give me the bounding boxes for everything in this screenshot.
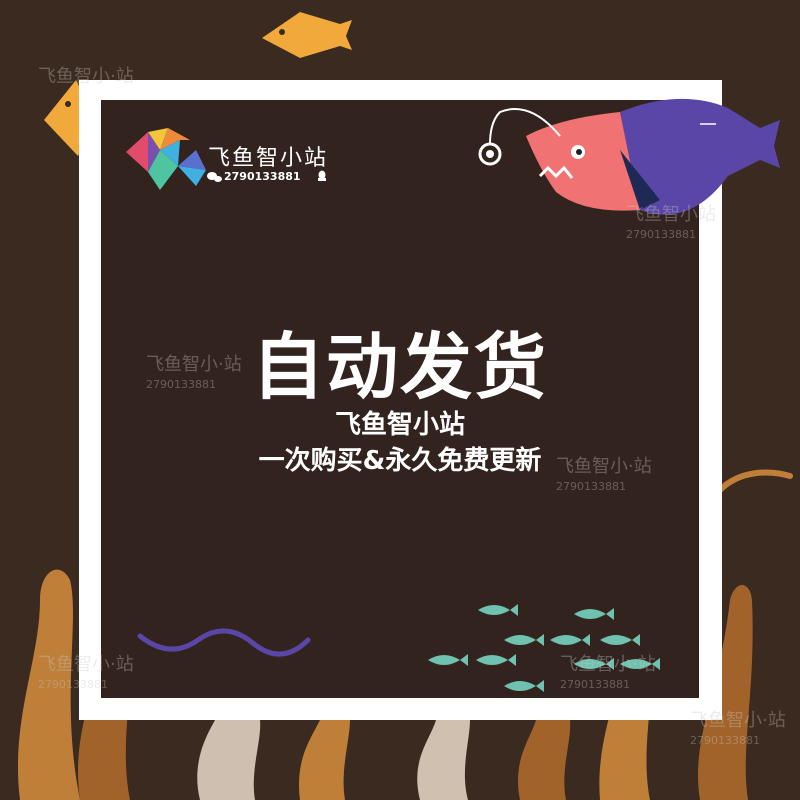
seaweed-plants — [17, 469, 793, 800]
orange-fish-icon — [262, 12, 352, 58]
subline-brand: 飞鱼智小站 — [334, 410, 465, 440]
brand-name: 飞鱼智小站 — [208, 146, 329, 171]
brand-contact: 2790133881 — [224, 170, 301, 183]
brand-logo-icon — [126, 128, 206, 190]
subline-offer: 一次购买&永久免费更新 — [258, 446, 542, 476]
headline: 自动发货 — [251, 325, 548, 409]
qq-icon — [318, 170, 326, 181]
wave-line — [137, 628, 311, 657]
anglerfish-icon — [478, 98, 780, 215]
fish-school — [428, 604, 660, 692]
chat-icon — [207, 172, 222, 182]
